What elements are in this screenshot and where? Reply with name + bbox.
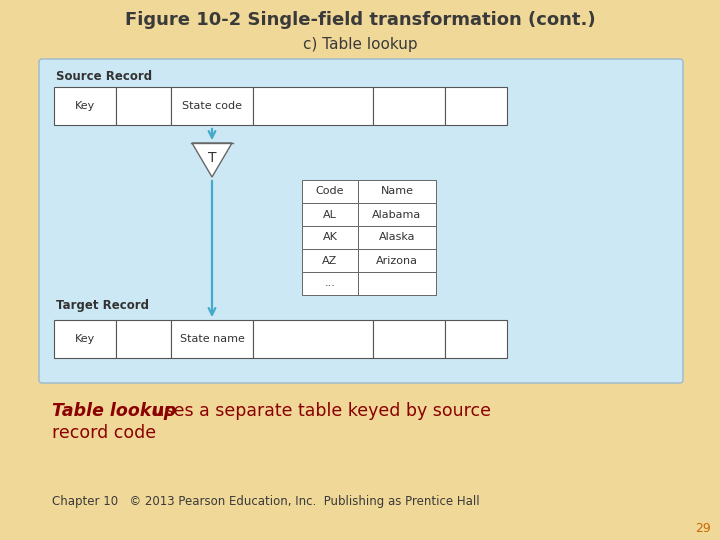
Text: AK: AK <box>323 233 338 242</box>
Bar <box>171 320 253 358</box>
Text: Name: Name <box>380 186 413 197</box>
Bar <box>358 226 436 249</box>
Text: c) Table lookup: c) Table lookup <box>302 37 418 51</box>
Bar <box>302 180 358 203</box>
Text: State name: State name <box>179 334 244 344</box>
Text: Table lookup: Table lookup <box>52 402 176 420</box>
Bar <box>358 272 436 295</box>
Text: Arizona: Arizona <box>376 255 418 266</box>
Bar <box>253 320 373 358</box>
Bar <box>302 272 358 295</box>
Bar <box>171 87 253 125</box>
Text: T: T <box>208 151 216 165</box>
Text: Code: Code <box>316 186 344 197</box>
Text: AL: AL <box>323 210 337 219</box>
Bar <box>302 249 358 272</box>
FancyBboxPatch shape <box>39 59 683 383</box>
Text: Target Record: Target Record <box>56 300 149 313</box>
Bar <box>373 320 445 358</box>
Bar <box>302 203 358 226</box>
Text: record code: record code <box>52 424 156 442</box>
Bar <box>54 320 116 358</box>
Bar <box>445 320 507 358</box>
Bar <box>373 87 445 125</box>
Text: Source Record: Source Record <box>56 70 152 83</box>
Bar <box>54 87 116 125</box>
Bar <box>253 87 373 125</box>
Polygon shape <box>192 143 232 177</box>
Text: Alabama: Alabama <box>372 210 422 219</box>
Text: State code: State code <box>182 101 242 111</box>
Bar <box>445 87 507 125</box>
Bar <box>302 226 358 249</box>
Bar <box>358 180 436 203</box>
Text: Figure 10-2 Single-field transformation (cont.): Figure 10-2 Single-field transformation … <box>125 11 595 29</box>
Bar <box>116 87 171 125</box>
Bar <box>358 249 436 272</box>
Text: ...: ... <box>325 279 336 288</box>
Text: Key: Key <box>75 334 95 344</box>
Text: uses a separate table keyed by source: uses a separate table keyed by source <box>148 402 491 420</box>
Bar <box>358 203 436 226</box>
Text: Chapter 10   © 2013 Pearson Education, Inc.  Publishing as Prentice Hall: Chapter 10 © 2013 Pearson Education, Inc… <box>52 496 480 509</box>
Text: Alaska: Alaska <box>379 233 415 242</box>
Text: Key: Key <box>75 101 95 111</box>
Bar <box>116 320 171 358</box>
Text: AZ: AZ <box>323 255 338 266</box>
Text: 29: 29 <box>695 522 711 535</box>
